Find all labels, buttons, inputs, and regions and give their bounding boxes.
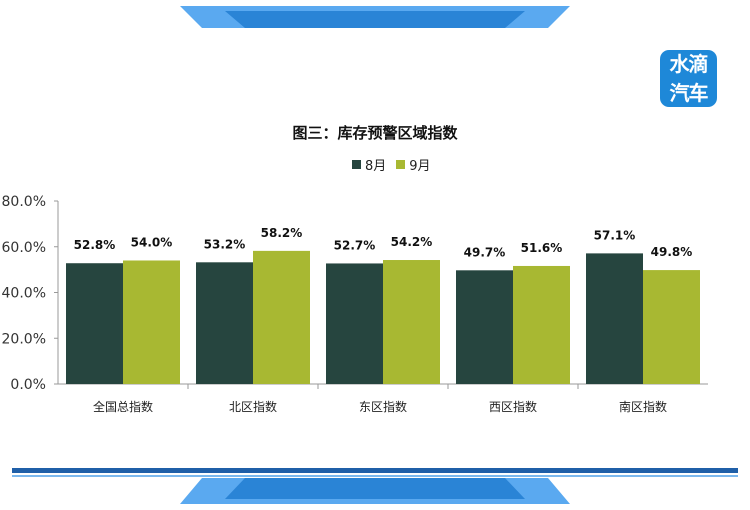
brand-logo: 水滴 汽车	[660, 50, 717, 107]
bottom-rule-dark	[12, 468, 738, 473]
y-tick-label: 20.0%	[2, 331, 46, 347]
data-label-series-2: 49.8%	[651, 245, 693, 259]
x-tick-label: 南区指数	[619, 399, 667, 414]
data-label-series-1: 52.7%	[334, 238, 376, 252]
data-label-series-1: 52.8%	[74, 238, 116, 252]
bar-series-2	[123, 260, 180, 384]
logo-line-1: 水滴	[669, 52, 709, 77]
x-tick-label: 东区指数	[359, 399, 407, 414]
chart-title: 图三：库存预警区域指数	[292, 124, 458, 142]
y-tick-label: 40.0%	[2, 286, 46, 302]
bottom-ribbon-inner	[225, 478, 525, 499]
y-tick-label: 60.0%	[2, 240, 46, 256]
legend-label-series-1: 8月	[365, 159, 387, 174]
bar-series-2	[643, 270, 700, 384]
legend-swatch-series-2	[396, 160, 406, 169]
bar-series-1	[326, 263, 383, 384]
x-tick-label: 西区指数	[489, 399, 537, 414]
data-label-series-1: 57.1%	[594, 228, 636, 242]
bar-series-1	[66, 263, 123, 384]
top-ribbon-inner	[225, 11, 525, 28]
legend-label-series-2: 9月	[409, 159, 431, 174]
bottom-rule-light	[12, 475, 738, 477]
data-label-series-2: 51.6%	[521, 241, 563, 255]
logo-line-2: 汽车	[669, 80, 709, 105]
legend-item-series-1: 8月	[352, 155, 386, 174]
y-tick-label: 0.0%	[10, 377, 46, 393]
data-label-series-1: 49.7%	[464, 245, 506, 259]
bar-series-2	[253, 250, 310, 384]
legend-swatch-series-1	[352, 160, 361, 169]
bar-series-2	[383, 260, 440, 384]
bar-series-1	[586, 253, 643, 384]
data-label-series-2: 58.2%	[261, 226, 303, 240]
legend-item-series-2: 9月	[396, 155, 431, 174]
chart-legend: 8月 9月	[352, 155, 441, 174]
x-tick-label: 全国总指数	[93, 399, 153, 414]
bar-series-1	[196, 262, 253, 384]
data-label-series-2: 54.0%	[131, 235, 173, 249]
bar-series-2	[513, 265, 570, 384]
data-label-series-2: 54.2%	[391, 235, 433, 249]
data-label-series-1: 53.2%	[204, 237, 246, 251]
y-tick-label: 80.0%	[2, 194, 46, 210]
bar-series-1	[456, 270, 513, 384]
x-tick-label: 北区指数	[229, 399, 277, 414]
